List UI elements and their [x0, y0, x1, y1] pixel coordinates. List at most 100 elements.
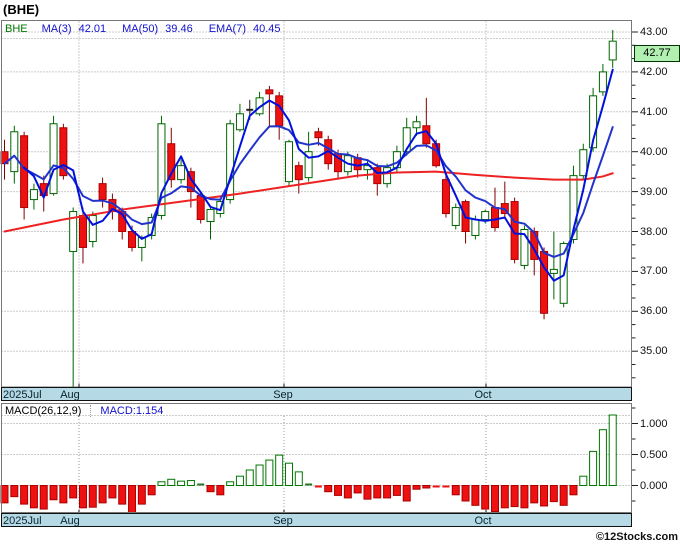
- macd-bar: [216, 485, 225, 496]
- candle: [167, 127, 176, 188]
- macd-bar: [49, 485, 58, 501]
- macd-bar: [108, 485, 117, 499]
- macd-bar: [39, 485, 48, 510]
- price-tick-label: 37.00: [640, 265, 668, 278]
- candle: [108, 193, 117, 220]
- ma50-line: [3, 170, 614, 233]
- price-legend: BHE MA(3) 42.01 MA(50) 39.46 EMA(7) 40.45: [5, 23, 297, 35]
- candle: [235, 103, 244, 132]
- candle: [441, 173, 450, 218]
- macd-header: MACD(26,12,9) MACD:1.154: [5, 405, 164, 417]
- macd-bar: [305, 483, 313, 486]
- price-axis-ticks: [632, 31, 638, 379]
- macd-tick-label: 1.000: [640, 417, 668, 430]
- macd-axis-ticks: [632, 407, 638, 502]
- macd-bar: [98, 485, 107, 504]
- macd-bar: [461, 485, 470, 502]
- macd-panel-border: [1, 403, 632, 513]
- page-title: (BHE): [3, 2, 40, 17]
- macd-bar: [59, 485, 68, 504]
- macd-bar: [520, 485, 529, 509]
- legend-ma-value: 42.01: [78, 23, 107, 35]
- candle: [491, 187, 499, 232]
- macd-bar: [598, 429, 607, 487]
- legend-ma-label: MA(3): [41, 23, 72, 35]
- macd-bar: [69, 485, 78, 499]
- price-tick-label: 42.00: [640, 65, 668, 78]
- date-label: Sep: [273, 389, 293, 401]
- date-label: 2025Jul: [3, 389, 42, 401]
- macd-bar: [197, 483, 205, 486]
- date-label: 2025Jul: [3, 515, 42, 527]
- price-tick-label: 36.00: [640, 305, 668, 318]
- macd-histogram: [0, 414, 617, 513]
- candle: [177, 159, 186, 184]
- date-label: Sep: [273, 515, 293, 527]
- macd-bar: [559, 485, 568, 506]
- macd-tick-label: 0.000: [640, 479, 668, 492]
- candle: [579, 143, 588, 180]
- macd-bar: [608, 414, 617, 486]
- candle: [549, 231, 558, 300]
- date-label: Oct: [474, 515, 492, 527]
- ema7-line: [3, 125, 614, 258]
- macd-bar: [471, 485, 480, 506]
- candle: [98, 177, 107, 208]
- macd-bar: [432, 485, 440, 488]
- price-tick-label: 43.00: [640, 26, 668, 38]
- date-label: Oct: [474, 389, 492, 401]
- macd-bar: [275, 454, 284, 486]
- legend-ma-value: 40.45: [252, 23, 281, 35]
- macd-bar: [167, 478, 176, 486]
- macd-bar: [510, 485, 519, 508]
- macd-bar: [343, 485, 352, 499]
- candle: [206, 205, 215, 240]
- price-tick-label: 35.00: [640, 345, 668, 358]
- candlestick-series: [0, 30, 617, 387]
- candle: [383, 163, 392, 188]
- macd-bar: [314, 485, 322, 488]
- macd-bar: [589, 450, 598, 486]
- date-bar: [1, 513, 632, 527]
- macd-bar: [284, 462, 293, 486]
- price-tick-label: 41.00: [640, 105, 668, 118]
- macd-bar: [363, 485, 372, 500]
- macd-bar: [451, 485, 460, 496]
- macd-bar: [177, 480, 186, 487]
- candle: [157, 115, 166, 220]
- macd-bar: [373, 485, 382, 499]
- macd-bar: [78, 485, 87, 509]
- candle: [422, 97, 431, 148]
- macd-bar: [137, 485, 146, 505]
- price-tick-label: 39.00: [640, 185, 668, 198]
- macd-bar: [383, 485, 392, 499]
- macd-bar: [118, 485, 127, 505]
- price-panel-border: [1, 20, 632, 388]
- candle: [49, 115, 58, 196]
- price-tick-label: 40.00: [640, 145, 668, 158]
- macd-bar: [579, 475, 588, 487]
- candle: [510, 197, 519, 264]
- macd-bar: [334, 485, 343, 496]
- macd-bar: [235, 475, 244, 487]
- candle: [255, 91, 264, 116]
- macd-bar: [0, 485, 9, 504]
- date-bar: [1, 387, 632, 401]
- candle: [284, 139, 293, 186]
- macd-bar: [324, 485, 333, 493]
- macd-bar: [255, 464, 264, 487]
- candle: [265, 85, 274, 128]
- watermark: ©12Stocks.com: [595, 531, 678, 543]
- date-axis-top: 2025Jul Aug Sep Oct: [0, 388, 632, 402]
- date-axis-bottom: 2025Jul Aug Sep Oct: [0, 514, 632, 528]
- candle: [20, 131, 29, 220]
- macd-bar: [226, 481, 235, 486]
- macd-bar: [491, 485, 499, 513]
- candle: [520, 225, 529, 270]
- macd-bar: [549, 485, 558, 503]
- candle: [461, 199, 470, 244]
- candle: [373, 163, 382, 196]
- candle: [29, 183, 38, 210]
